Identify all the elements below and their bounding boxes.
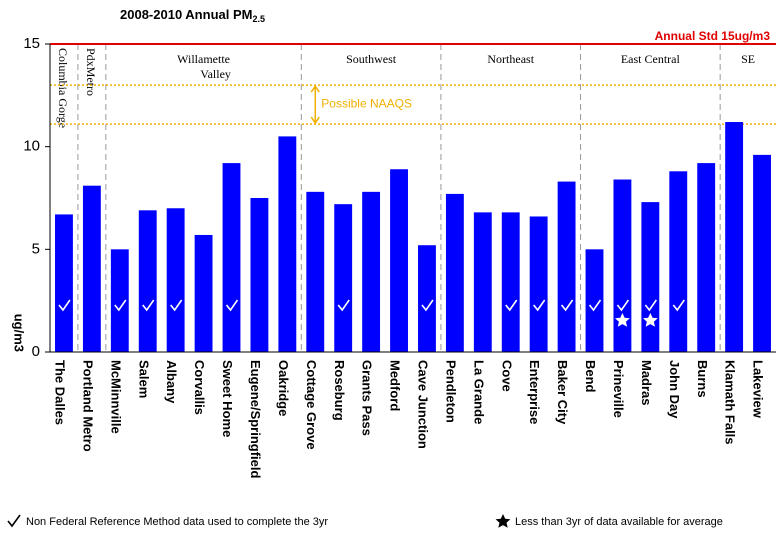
x-tick-label: Klamath Falls: [723, 360, 738, 445]
x-tick-label: Portland Metro: [80, 360, 95, 452]
bar: [166, 208, 185, 352]
nfrm-check: [533, 299, 546, 312]
bar: [473, 212, 492, 352]
x-tick-label: The Dalles: [53, 360, 68, 425]
title-sub: 2.5: [252, 14, 265, 24]
nfrm-check: [337, 299, 350, 312]
bar: [306, 191, 325, 352]
bar: [641, 202, 660, 352]
bar: [222, 163, 241, 352]
nfrm-check: [616, 299, 630, 312]
region-label: Valley: [200, 67, 231, 81]
x-tick-label: La Grande: [471, 360, 486, 424]
nfrm-check: [142, 299, 155, 312]
x-tick-label: Medford: [388, 360, 403, 411]
x-tick-label: Lakeview: [751, 360, 766, 419]
standard-label: Annual Std 15ug/m3: [655, 29, 771, 43]
x-tick-label: Cottage Grove: [304, 360, 319, 450]
bar: [82, 185, 101, 352]
bar: [529, 216, 548, 352]
nfrm-check: [225, 299, 239, 312]
x-tick-label: Burns: [695, 360, 710, 398]
region-label: PdxMetro: [84, 48, 98, 96]
region-label: Southwest: [346, 52, 397, 66]
x-tick-label: Cave Junction: [416, 360, 431, 449]
region-label: East Central: [621, 52, 681, 66]
bar: [418, 245, 436, 352]
bar: [194, 234, 213, 352]
nfrm-check: [114, 299, 127, 312]
nfrm-check: [672, 299, 685, 312]
nfrm-check: [170, 299, 183, 312]
x-tick-label: Baker City: [555, 360, 570, 425]
title-main: 2008-2010 Annual PM: [120, 7, 252, 22]
x-tick-label: Roseburg: [332, 360, 347, 421]
region-label: Columbia Gorge: [56, 48, 70, 128]
bar: [138, 210, 157, 352]
bar: [445, 193, 464, 352]
nfrm-check: [588, 299, 602, 312]
x-tick-label: Salem: [136, 360, 151, 398]
x-tick-label: Grants Pass: [360, 360, 375, 436]
bar: [585, 249, 604, 352]
x-tick-label: John Day: [667, 360, 682, 419]
bar: [278, 136, 297, 352]
bar: [725, 122, 744, 352]
y-tick-label: 15: [23, 35, 40, 52]
x-tick-label: Eugene/Springfield: [248, 360, 263, 479]
bar: [669, 171, 688, 352]
x-tick-label: Madras: [639, 360, 654, 406]
bar: [753, 154, 771, 352]
legend-star: [495, 514, 511, 528]
partial-star: [642, 313, 658, 327]
x-tick-label: Bend: [583, 360, 598, 393]
x-tick-label: Corvallis: [192, 360, 207, 415]
y-tick-label: 10: [23, 138, 40, 155]
nfrm-check: [58, 299, 71, 312]
bar: [250, 198, 269, 352]
y-tick-label: 0: [32, 343, 40, 360]
bar: [697, 163, 716, 352]
x-tick-label: Prineville: [611, 360, 626, 418]
partial-star: [615, 313, 630, 327]
legend-text: Less than 3yr of data available for aver…: [515, 516, 723, 528]
x-tick-label: Oakridge: [276, 360, 291, 416]
bar: [110, 249, 129, 352]
bar: [362, 191, 381, 352]
bar: [334, 204, 353, 352]
bar: [55, 214, 73, 352]
nfrm-check: [644, 299, 658, 312]
legend-check: [7, 514, 21, 528]
x-tick-label: Sweet Home: [220, 360, 235, 437]
nfrm-check: [505, 299, 518, 312]
bar: [557, 181, 576, 352]
chart-title: 2008-2010 Annual PM2.5: [120, 7, 265, 24]
bar: [501, 212, 520, 352]
x-tick-label: Enterprise: [527, 360, 542, 424]
x-tick-label: Albany: [164, 360, 179, 404]
naaqs-arrowhead: [310, 84, 320, 125]
bar: [390, 169, 408, 352]
y-axis-label: ug/m3: [12, 314, 27, 352]
region-label: Willamette: [177, 52, 230, 66]
y-tick-label: 5: [32, 240, 40, 257]
bar: [613, 179, 632, 352]
region-label: SE: [741, 52, 755, 66]
x-tick-label: Pendleton: [443, 360, 458, 423]
nfrm-check: [560, 299, 574, 312]
x-tick-label: McMinnville: [108, 360, 123, 434]
x-tick-label: Cove: [499, 360, 514, 392]
legend-text: Non Federal Reference Method data used t…: [26, 516, 328, 528]
nfrm-check: [421, 299, 434, 312]
region-label: Northeast: [487, 52, 534, 66]
naaqs-label: Possible NAAQS: [321, 97, 412, 111]
